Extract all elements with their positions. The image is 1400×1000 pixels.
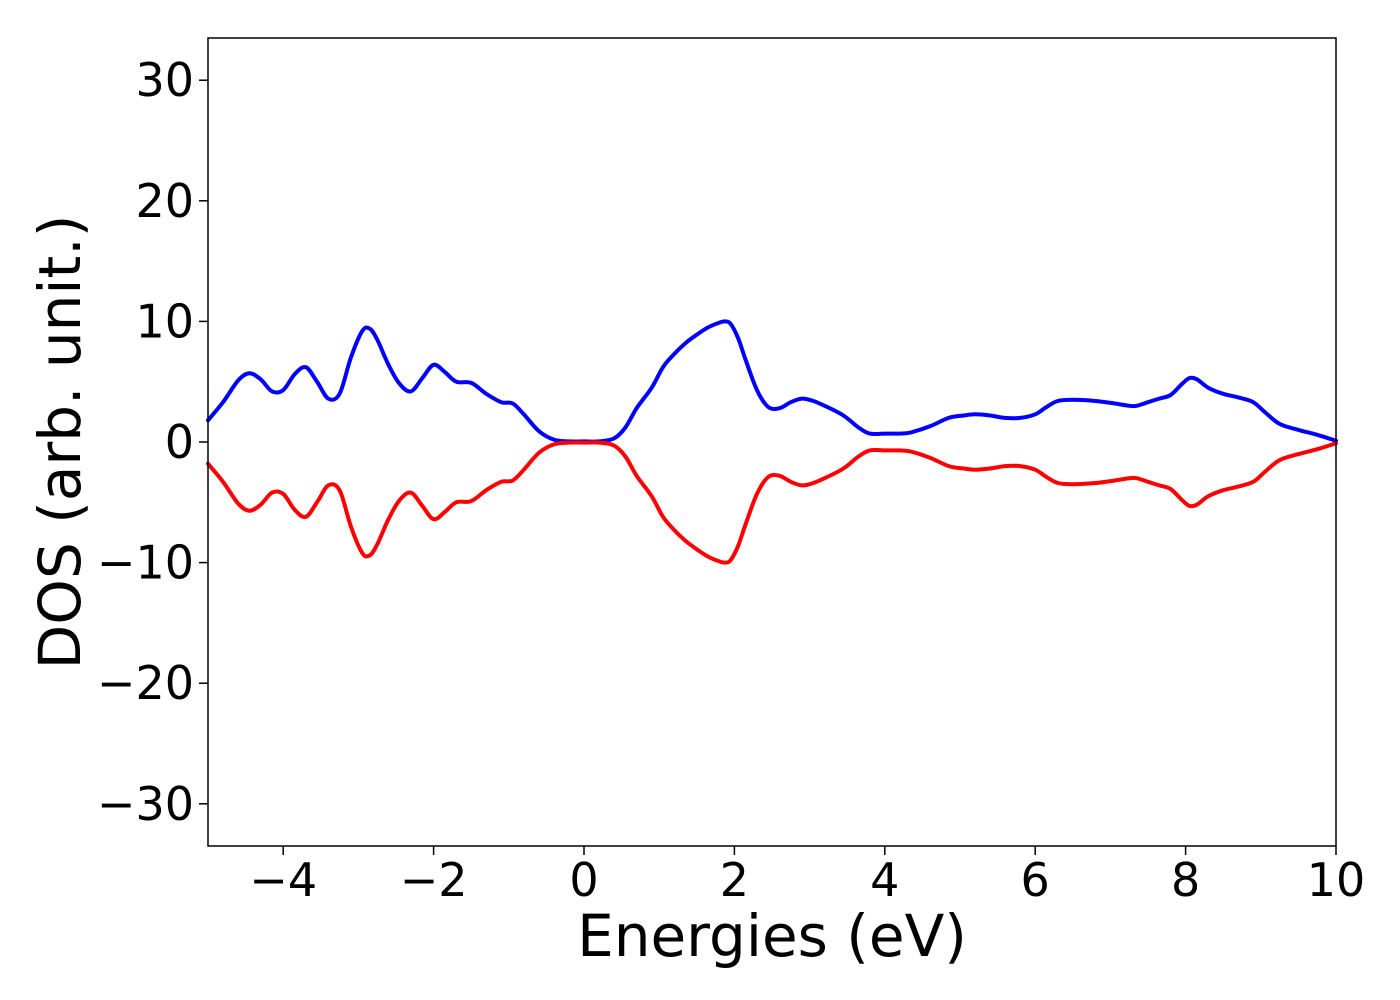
x-tick-label: −2 <box>400 853 468 907</box>
x-tick-label: 2 <box>720 853 749 907</box>
y-tick-label: −20 <box>97 656 194 710</box>
y-axis-title: DOS (arb. unit.) <box>26 215 94 670</box>
x-axis-title: Energies (eV) <box>577 902 967 970</box>
y-tick-label: 0 <box>165 415 194 469</box>
y-axis-ticks: 30 20 10 0 −10 −20 −30 <box>97 53 208 831</box>
x-tick-label: 4 <box>870 853 899 907</box>
x-tick-label: 0 <box>569 853 598 907</box>
y-tick-label: 10 <box>135 294 194 348</box>
y-tick-label: −30 <box>97 777 194 831</box>
y-tick-label: 20 <box>135 174 194 228</box>
y-tick-label: −10 <box>97 536 194 590</box>
y-tick-label: 30 <box>135 53 194 107</box>
plot-frame <box>207 37 1337 847</box>
x-tick-label: 8 <box>1171 853 1200 907</box>
dos-line-negative <box>206 440 1338 565</box>
plot-series <box>206 319 1338 565</box>
x-axis-ticks: −4 −2 0 2 4 6 8 10 <box>249 846 1365 907</box>
x-tick-label: −4 <box>249 853 317 907</box>
x-tick-label: 6 <box>1021 853 1050 907</box>
dos-line-positive <box>206 319 1338 444</box>
x-tick-label: 10 <box>1307 853 1366 907</box>
